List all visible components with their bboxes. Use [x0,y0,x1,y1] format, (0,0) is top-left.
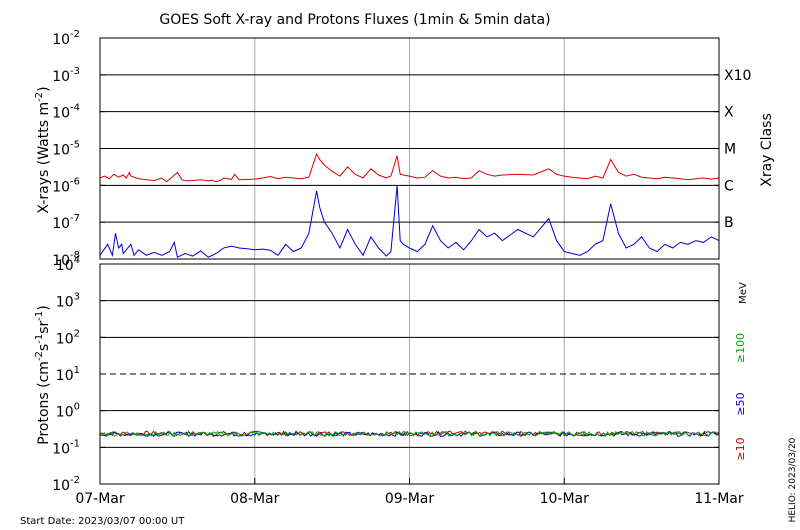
proton-y-tick-exp: 3 [74,292,80,303]
proton-energy-legend: ≥100 ≥50 ≥10 [734,333,747,461]
xray-class-label: C [724,178,734,194]
proton-y-tick-base: 10 [52,478,70,494]
proton-y-tick-base: 10 [56,258,74,274]
proton-y-tick-exp: 1 [74,365,80,376]
x-tick-label: 09-Mar [385,491,435,507]
xray-class-label: M [724,142,736,158]
xray-y-tick-label: 10-7 [52,213,80,232]
proton-y-tick-label: 102 [56,328,80,347]
proton-legend-label: ≥50 [734,392,747,415]
helio-stamp: HELIO: 2023/03/20 [788,437,798,522]
xray-class-labels: X10 X M C B [724,68,751,231]
xray-y-axis-label-exp: -2 [34,92,45,102]
proton-channel-line [99,430,720,437]
xray-y-axis-label-close: ) [36,86,52,91]
xray-y-tick-base: 10 [52,216,70,232]
proton-y-axis-label-mid2: sr [36,320,52,333]
xray-y-tick-labels: 10-210-310-410-510-610-710-8 [52,29,719,269]
chart-title: GOES Soft X-ray and Protons Fluxes (1min… [159,12,550,28]
proton-y-tick-base: 10 [52,441,70,457]
xray-y-tick-base: 10 [52,32,70,48]
xray-y-tick-label: 10-5 [52,140,80,159]
proton-series-group [99,430,720,438]
xray-series-group [99,152,720,258]
xray-y-tick-label: 10-6 [52,176,80,195]
xray-long-channel-line [99,152,720,183]
proton-y-axis-label-exp3: -1 [34,311,45,321]
proton-y-tick-exp: -2 [70,475,80,486]
xray-gridlines [100,38,719,259]
proton-y-tick-base: 10 [56,295,74,311]
proton-legend-label: ≥100 [734,333,747,363]
proton-y-axis-label-main: Protons (cm [36,361,52,445]
proton-y-tick-base: 10 [56,331,74,347]
xray-y-axis-label: X-rays (Watts m-2) [34,86,52,213]
xray-y-tick-exp: -5 [70,140,80,151]
xray-y-tick-exp: -3 [70,66,80,77]
xray-y-tick-base: 10 [52,69,70,85]
proton-y-axis-label: Protons (cm-2s-1sr-1) [34,305,52,444]
proton-y-tick-label: 103 [56,292,80,311]
xray-y-tick-label: 10-4 [52,103,80,122]
proton-y-tick-exp: 4 [74,255,80,266]
proton-y-axis-label-exp1: -2 [34,351,45,361]
xray-y-tick-exp: -2 [70,29,80,40]
xray-class-label: X10 [724,68,751,84]
proton-y-tick-base: 10 [56,405,74,421]
proton-y-tick-label: 10-2 [52,475,80,494]
xray-y-tick-exp: -4 [70,103,80,114]
proton-y-tick-label: 104 [56,255,80,274]
proton-gridlines [100,264,719,484]
xray-y-axis-label-main: X-rays (Watts m [36,102,52,214]
proton-y-axis-label-close: ) [36,305,52,310]
xray-short-channel-line [99,185,720,258]
proton-y-axis-label-mid: s [36,344,52,351]
xray-y-tick-label: 10-2 [52,29,80,48]
proton-y-tick-base: 10 [56,368,74,384]
xray-class-label: B [724,215,734,231]
xray-y-tick-exp: -7 [70,213,80,224]
proton-y-tick-exp: -1 [70,438,80,449]
proton-y-tick-label: 10-1 [52,438,80,457]
xray-class-label: X [724,105,734,121]
xray-y-tick-base: 10 [52,106,70,122]
start-date-label: Start Date: 2023/03/07 00:00 UT [20,516,185,527]
proton-legend-label: ≥10 [734,437,747,460]
xray-y-tick-base: 10 [52,253,70,269]
xray-y-tick-exp: -8 [70,250,80,261]
xray-y-tick-base: 10 [52,179,70,195]
xray-y-tick-label: 10-3 [52,66,80,85]
proton-y-axis-label-exp2: -1 [34,334,45,344]
proton-y-tick-exp: 2 [74,328,80,339]
proton-y-tick-label: 100 [56,402,80,421]
proton-energy-unit: MeV [738,282,749,304]
x-axis-day-labels: 07-Mar 08-Mar 09-Mar 10-Mar 11-Mar [75,478,744,507]
xray-y-tick-exp: -6 [70,176,80,187]
x-tick-label: 08-Mar [230,491,280,507]
x-tick-label: 10-Mar [540,491,590,507]
x-tick-label: 11-Mar [694,491,744,507]
proton-y-tick-label: 101 [56,365,80,384]
proton-y-tick-exp: 0 [74,402,80,413]
xray-y-tick-label: 10-8 [52,250,80,269]
xray-y-tick-base: 10 [52,143,70,159]
x-tick-label: 07-Mar [75,491,125,507]
xray-class-axis-label: Xray Class [759,113,775,187]
